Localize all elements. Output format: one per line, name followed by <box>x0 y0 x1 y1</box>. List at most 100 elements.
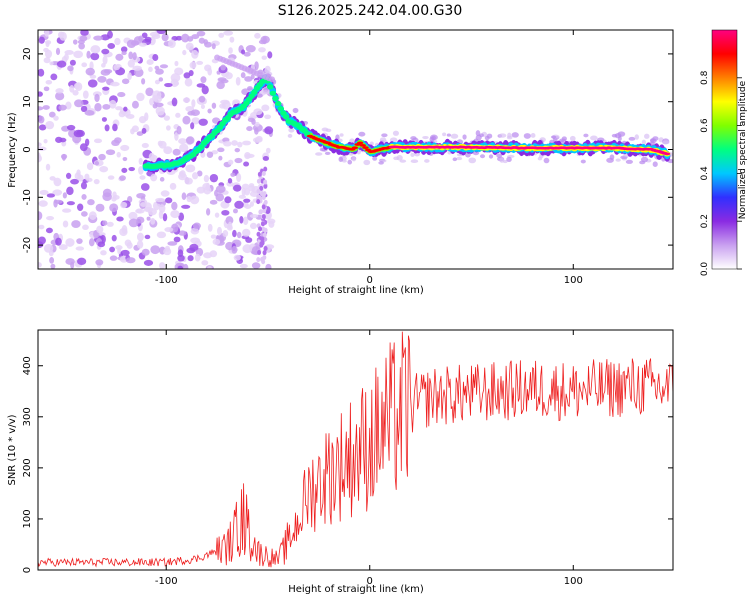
spectrogram-noise-blob <box>127 72 132 80</box>
snr-x-tick-label: 0 <box>367 576 373 587</box>
spectrogram-noise-blob <box>202 183 210 191</box>
spectrogram-halo-blob <box>358 131 366 137</box>
spectrogram-streak-blob <box>256 257 261 263</box>
spectrogram-streak-blob <box>258 226 263 232</box>
spectrogram-noise-blob <box>172 148 181 156</box>
spectrogram-y-tick-label: -10 <box>22 189 33 205</box>
snr-y-tick-label: 400 <box>22 356 33 375</box>
spectrogram-noise-blob <box>211 150 219 155</box>
spectrogram-noise-blob <box>107 30 113 39</box>
spectrogram-noise-blob <box>155 106 165 116</box>
spectrogram-noise-blob <box>185 42 194 51</box>
spectrogram-noise-blob <box>254 32 261 39</box>
spectrogram-halo-blob <box>625 159 633 164</box>
spectrogram-noise-blob <box>88 211 97 220</box>
spectrogram-noise-blob <box>178 173 187 181</box>
spectrogram-noise-blob <box>207 108 212 114</box>
spectrogram-noise-blob <box>42 105 50 110</box>
spectrogram-noise-blob <box>46 216 55 221</box>
spectrogram-halo-blob <box>498 133 507 138</box>
spectrogram-noise-blob <box>121 78 130 85</box>
spectrogram-noise-blob <box>87 79 98 88</box>
spectrogram-ridge-cell <box>362 146 369 150</box>
spectrogram-halo-blob <box>422 135 429 140</box>
spectrogram-noise-blob <box>196 60 204 65</box>
spectrogram-noise-blob <box>59 137 67 143</box>
spectrogram-noise-blob <box>69 59 76 66</box>
spectrogram-noise-blob <box>94 93 100 103</box>
spectrogram-halo-blob <box>475 134 482 141</box>
spectrogram-halo-blob <box>583 133 589 138</box>
spectrogram-ridge-cell <box>222 119 229 123</box>
colorbar-ticks: 0.0 0.2 0.4 0.6 0.8 <box>700 70 742 276</box>
spectrogram-noise-blob <box>139 175 146 180</box>
spectrogram-noise-blob <box>216 226 222 236</box>
spectrogram-noise-blob <box>73 129 84 138</box>
spectrogram-noise-blob <box>101 63 106 68</box>
spectrogram-noise-blob <box>65 172 72 180</box>
spectrogram-halo-blob <box>550 135 557 139</box>
spectrogram-noise-blob <box>221 209 230 216</box>
spectrogram-noise-blob <box>159 64 169 69</box>
spectrogram-noise-blob <box>158 77 164 82</box>
spectrogram-halo-blob <box>617 135 622 142</box>
spectrogram-noise-blob <box>99 165 109 173</box>
spectrogram-noise-blob <box>73 50 84 59</box>
spectrogram-noise-blob <box>191 117 200 125</box>
spectrogram-noise-blob <box>174 67 184 76</box>
spectrogram-noise-blob <box>150 245 161 255</box>
spectrogram-halo-blob <box>496 153 503 158</box>
spectrogram-noise-blob <box>189 243 199 252</box>
spectrogram-noise-blob <box>222 230 229 238</box>
spectrogram-noise-blob <box>224 196 232 204</box>
spectrogram-noise-blob <box>38 106 44 111</box>
spectrogram-noise-blob <box>241 187 246 196</box>
spectrogram-noise-blob <box>112 123 118 132</box>
spectrogram-halo-blob <box>486 133 493 139</box>
spectrogram-noise-blob <box>138 157 143 165</box>
spectrogram-noise-blob <box>103 69 113 74</box>
spectrogram-x-tick-label: 100 <box>564 275 583 286</box>
spectrogram-noise-blob <box>182 115 191 125</box>
spectrogram-ridge-cell <box>253 86 261 90</box>
spectrogram-noise-blob <box>150 173 158 182</box>
spectrogram-noise-blob <box>107 175 115 180</box>
spectrogram-halo-blob <box>468 157 477 164</box>
spectrogram-noise-blob <box>218 155 223 161</box>
spectrogram-noise-blob <box>62 208 72 213</box>
spectrogram-noise-blob <box>207 67 213 76</box>
spectrogram-noise-blob <box>255 135 263 142</box>
spectrogram-noise-blob <box>144 112 149 121</box>
spectrogram-noise-blob <box>87 199 95 206</box>
spectrogram-halo-blob <box>580 159 586 164</box>
spectrogram-noise-blob <box>261 104 270 112</box>
spectrogram-noise-blob <box>38 146 47 151</box>
spectrogram-noise-blob <box>138 42 147 47</box>
spectrogram-halo-blob <box>475 130 481 137</box>
figure-title: S126.2025.242.04.00.G30 <box>278 3 463 19</box>
spectrogram-noise-blob <box>45 80 53 85</box>
spectrogram-noise-blob <box>126 241 133 249</box>
spectrogram-noise-blob <box>240 72 246 79</box>
snr-x-tick-label: -100 <box>155 576 178 587</box>
spectrogram-noise-blob <box>109 203 119 213</box>
spectrogram-noise-blob <box>126 39 137 49</box>
spectrogram-halo-blob <box>410 159 419 164</box>
spectrogram-ridge-cell <box>296 124 303 128</box>
spectrogram-noise-blob <box>61 153 67 161</box>
spectrogram-noise-blob <box>267 51 273 59</box>
colorbar-tick-label: 0.0 <box>700 262 710 277</box>
spectrogram-noise-blob <box>53 115 59 121</box>
spectrogram-noise-blob <box>251 118 256 126</box>
spectrogram-noise-blob <box>164 227 174 233</box>
spectrogram-noise-blob <box>248 185 256 192</box>
snr-y-tick-label: 300 <box>22 407 33 426</box>
spectrogram-noise-blob <box>141 248 150 256</box>
spectrogram-noise-blob <box>209 199 218 205</box>
spectrogram-noise-blob <box>49 61 54 66</box>
spectrogram-noise-blob <box>190 227 200 235</box>
colorbar-tick-label: 0.4 <box>700 166 710 181</box>
spectrogram-noise-blob <box>131 125 139 133</box>
spectrogram-noise-blob <box>157 140 163 147</box>
spectrogram-noise-blob <box>152 90 162 100</box>
